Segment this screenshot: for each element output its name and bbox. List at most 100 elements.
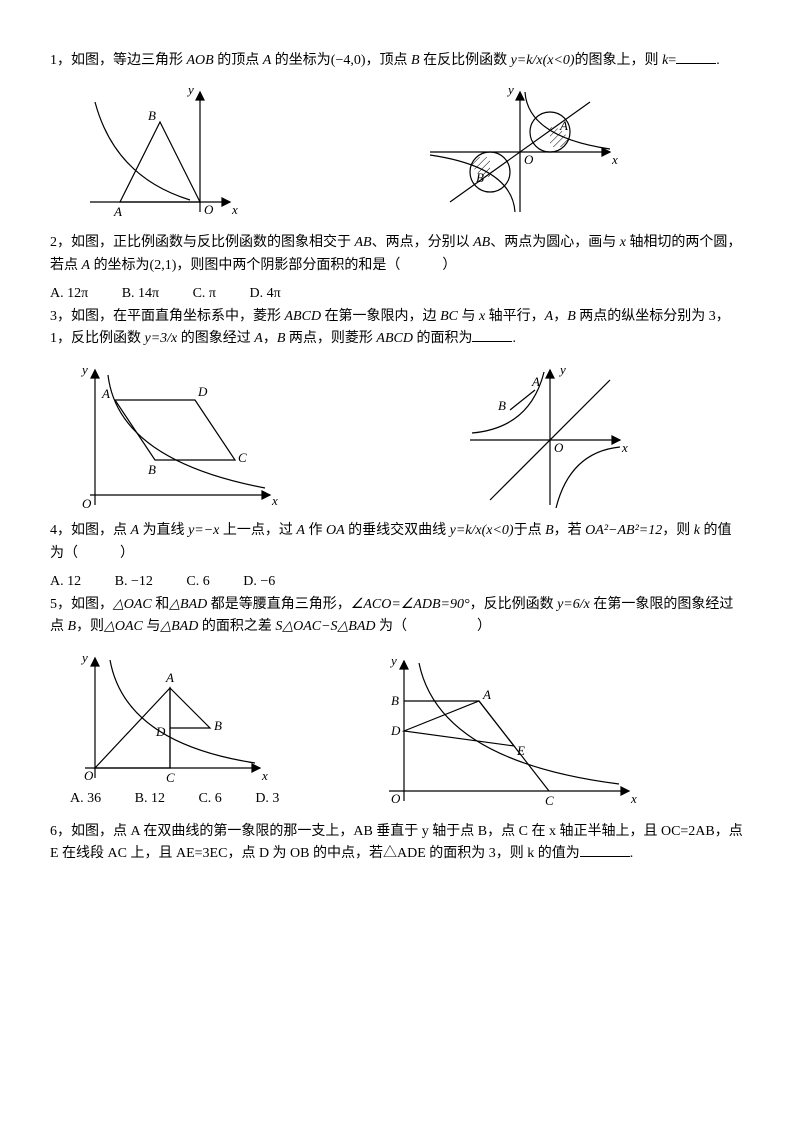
pt-C: C <box>166 770 175 785</box>
axis-y: y <box>80 650 88 665</box>
figure-q2: x y O A B <box>420 82 620 222</box>
q5-B: B <box>68 619 77 634</box>
q6-blank <box>580 856 630 857</box>
q2-tc: 、两点为圆心，画与 <box>490 235 620 250</box>
q1-td: 在反比例函数 <box>420 53 511 68</box>
q4-tg: ，若 <box>554 523 586 538</box>
origin: O <box>82 496 92 510</box>
figures-row-3: x y O A B C D A. 36 B. 12 C. 6 D. 3 x y … <box>70 648 743 810</box>
origin: O <box>554 440 564 455</box>
q1-text: 1，如图，等边三角形 <box>50 53 187 68</box>
q4-te: 的垂线交双曲线 <box>345 523 450 538</box>
pt-A: A <box>559 118 568 133</box>
q5-tf: 的面积之差 <box>198 619 275 634</box>
figure-q5: x y O A B C D <box>70 648 270 788</box>
q2-te: 的坐标为(2,1)，则图中两个阴影部分面积的和是（ ） <box>90 258 456 273</box>
figure-q1: x y O A B <box>70 82 240 222</box>
q5-tb: 都是等腰直角三角形， <box>207 597 351 612</box>
q1-eq: = <box>668 53 676 68</box>
q2-ab1: AB <box>355 235 372 250</box>
q4-OA: OA <box>326 523 345 538</box>
q4-cond: (x<0) <box>482 523 514 538</box>
pt-D: D <box>155 724 166 739</box>
q2-ab2: AB <box>473 235 490 250</box>
q3-abcd: ABCD <box>285 309 322 324</box>
q5-optD: D. 3 <box>255 791 279 806</box>
q3-th: 的面积为 <box>413 331 473 346</box>
q1-A: A <box>263 53 272 68</box>
q5-S: S△OAC−S△BAD <box>275 619 375 634</box>
pt-A: A <box>101 386 110 401</box>
q4-td: 作 <box>305 523 326 538</box>
q5-tg: 为（ ） <box>376 619 492 634</box>
q3-c1: ， <box>553 309 567 324</box>
pt-B: B <box>476 170 484 185</box>
q3-tc: 与 <box>458 309 479 324</box>
q2-optA: A. 12π <box>50 286 88 301</box>
q4-tc: 上一点，过 <box>219 523 296 538</box>
pt-D: D <box>390 723 401 738</box>
question-4: 4，如图，点 A 为直线 y=−x 上一点，过 A 作 OA 的垂线交双曲线 y… <box>50 520 743 565</box>
q3-tb: 在第一象限内，边 <box>321 309 440 324</box>
q6-text: 6，如图，点 A 在双曲线的第一象限的那一支上，AB 垂直于 y 轴于点 B，点… <box>50 824 743 861</box>
pt-A: A <box>113 204 122 219</box>
q4-optD: D. −6 <box>243 574 275 589</box>
q5-fn: y=6/x <box>557 597 590 612</box>
q2-optD: D. 4π <box>250 286 281 301</box>
q3-td: 轴平行， <box>485 309 545 324</box>
axis-x: x <box>271 493 278 508</box>
axis-x: x <box>261 768 268 783</box>
q3-A: A <box>545 309 554 324</box>
q4-th: ，则 <box>662 523 694 538</box>
question-2: 2，如图，正比例函数与反比例函数的图象相交于 AB、两点，分别以 AB、两点为圆… <box>50 232 743 277</box>
q4-options: A. 12 B. −12 C. 6 D. −6 <box>50 571 743 593</box>
axis-y: y <box>558 362 566 377</box>
q4-optB: B. −12 <box>115 574 153 589</box>
q3-fn: y=3/x <box>145 331 178 346</box>
q5-options: A. 36 B. 12 C. 6 D. 3 <box>70 788 309 810</box>
figures-row-2: x y O A D B C x y O A B <box>70 360 743 510</box>
pt-C: C <box>238 450 247 465</box>
q1-te: 的图象上，则 <box>575 53 663 68</box>
q5-t3: △OAC <box>104 619 143 634</box>
q2-ta: 2，如图，正比例函数与反比例函数的图象相交于 <box>50 235 355 250</box>
q1-fn: y=k/x <box>511 53 543 68</box>
question-6: 6，如图，点 A 在双曲线的第一象限的那一支上，AB 垂直于 y 轴于点 B，点… <box>50 821 743 866</box>
q3-bc: BC <box>440 309 458 324</box>
q1-blank <box>676 63 716 64</box>
q3-blank <box>472 341 512 342</box>
pt-A: A <box>482 687 491 702</box>
pt-E: E <box>516 743 525 758</box>
question-3: 3，如图，在平面直角坐标系中，菱形 ABCD 在第一象限内，边 BC 与 x 轴… <box>50 306 743 351</box>
q1-B: B <box>411 53 420 68</box>
q2-optC: C. π <box>193 286 216 301</box>
axis-y: y <box>389 653 397 668</box>
q4-tb: 为直线 <box>139 523 188 538</box>
q4-optA: A. 12 <box>50 574 81 589</box>
q5-t4: △BAD <box>160 619 198 634</box>
q5-t2: △BAD <box>169 597 207 612</box>
q3-end: . <box>512 331 516 346</box>
axis-x: x <box>621 440 628 455</box>
axis-y-label: y <box>186 82 194 97</box>
q1-cond: (x<0) <box>543 53 575 68</box>
q1-end: . <box>716 53 720 68</box>
q4-A: A <box>131 523 140 538</box>
pt-B: B <box>391 693 399 708</box>
q2-options: A. 12π B. 14π C. π D. 4π <box>50 283 743 305</box>
q5-tc: ，反比例函数 <box>470 597 558 612</box>
q5-ang: ∠ACO=∠ADB=90° <box>351 597 470 612</box>
q4-tf: 于点 <box>514 523 546 538</box>
q1-tc: 的坐标为(−4,0)，顶点 <box>271 53 411 68</box>
q4-B: B <box>545 523 554 538</box>
question-5: 5，如图，△OAC 和△BAD 都是等腰直角三角形，∠ACO=∠ADB=90°，… <box>50 594 743 639</box>
q3-ta: 3，如图，在平面直角坐标系中，菱形 <box>50 309 285 324</box>
pt-B: B <box>148 462 156 477</box>
pt-B: B <box>148 108 156 123</box>
q5-fig-opts: x y O A B C D A. 36 B. 12 C. 6 D. 3 <box>70 648 309 810</box>
axis-x-label: x <box>231 202 238 217</box>
q5-and: 和 <box>152 597 170 612</box>
q2-tb: 、两点，分别以 <box>372 235 474 250</box>
origin-label: O <box>204 202 214 217</box>
origin: O <box>524 152 534 167</box>
